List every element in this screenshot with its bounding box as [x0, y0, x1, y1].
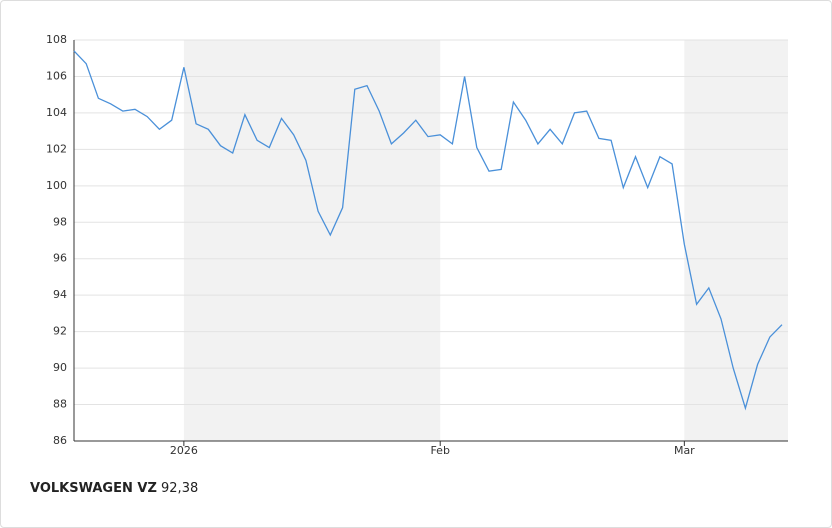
y-tick-label: 98: [53, 215, 67, 228]
y-tick-label: 86: [53, 434, 67, 447]
y-tick-label: 92: [53, 325, 67, 338]
month-band: [183, 40, 441, 441]
y-tick-label: 90: [53, 361, 67, 374]
instrument-name: VOLKSWAGEN VZ: [30, 481, 157, 496]
y-tick-label: 100: [46, 179, 67, 192]
x-tick-label: Feb: [430, 444, 449, 457]
x-tick-label: Mar: [674, 444, 695, 457]
chart: 86 88 90 92 94 96 98 100 102 104 106 108 2026 Feb Mar: [46, 33, 788, 457]
y-tick-label: 106: [46, 69, 67, 82]
y-tick-label: 88: [53, 398, 67, 411]
y-tick-label: 102: [46, 142, 67, 155]
last-price: 92,38: [161, 481, 199, 496]
y-tick-label: 96: [53, 252, 67, 265]
y-tick-label: 94: [53, 288, 67, 301]
y-tick-label: 108: [46, 33, 67, 46]
month-band: [684, 40, 788, 441]
y-tick-label: 104: [46, 106, 67, 119]
footer: VOLKSWAGEN VZ 92,38: [30, 481, 198, 496]
x-tick-label: 2026: [170, 444, 198, 457]
price-line: [73, 50, 783, 411]
